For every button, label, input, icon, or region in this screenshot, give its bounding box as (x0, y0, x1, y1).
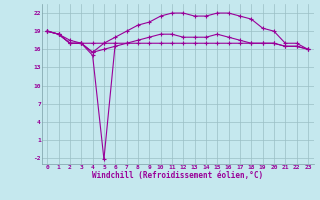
X-axis label: Windchill (Refroidissement éolien,°C): Windchill (Refroidissement éolien,°C) (92, 171, 263, 180)
